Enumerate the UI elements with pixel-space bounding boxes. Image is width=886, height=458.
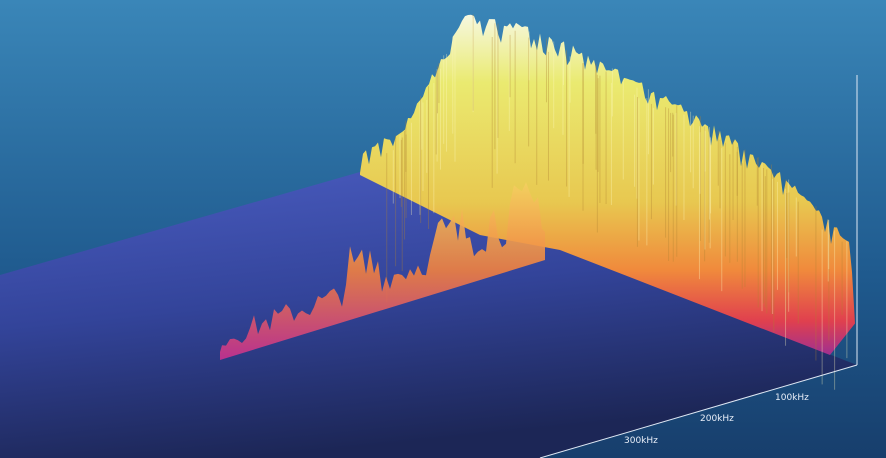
surface-mass [360,14,855,356]
floor-plane [0,172,857,458]
frequency-label: 200kHz [700,414,734,424]
frequency-label: 300kHz [624,436,658,446]
frequency-label: 100kHz [775,393,809,403]
rear-surface [360,14,855,390]
ridge-mass [220,182,545,360]
front-ridge [220,182,545,360]
frequency-axis [539,364,858,458]
